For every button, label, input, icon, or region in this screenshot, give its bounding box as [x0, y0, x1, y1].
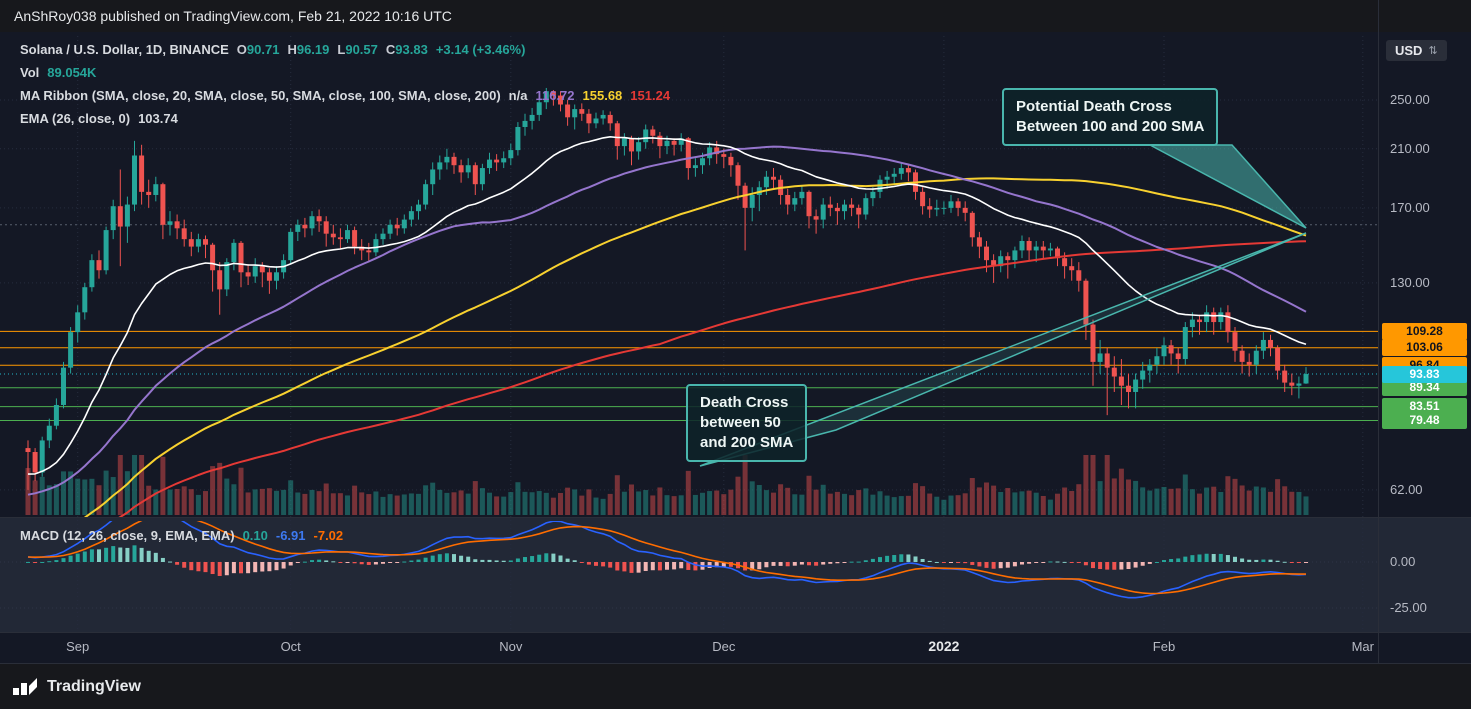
tradingview-logo-icon	[13, 677, 37, 695]
sma100-value: 155.68	[582, 88, 623, 103]
price-line-label: 83.51	[1382, 398, 1467, 416]
change-value: +3.14 (+3.46%)	[435, 42, 526, 57]
price-line-label: 89.34	[1382, 379, 1467, 397]
ema-value: 103.74	[138, 111, 178, 126]
ohlc-open: O90.71	[236, 42, 280, 57]
annotation-line: between 50	[700, 414, 781, 431]
publisher-text: AnShRoy038 published on TradingView.com,…	[14, 8, 452, 24]
annotation-line: Between 100 and 200 SMA	[1016, 118, 1205, 135]
time-axis-label: Sep	[66, 639, 90, 654]
price-axis-tick: 250.00	[1390, 92, 1430, 107]
sma50-value: 116.72	[535, 88, 575, 103]
price-axis[interactable]: USD ⇅ 250.00 210.00 170.00 130.00 62.00 0.00 -…	[1378, 0, 1471, 663]
ema-label[interactable]: EMA (26, close, 0)	[20, 111, 131, 126]
time-axis[interactable]: Sep Oct Nov Dec 2022 Feb Mar	[0, 632, 1378, 663]
macd-legend-row: MACD (12, 26, close, 9, EMA, EMA) 0.10 -…	[20, 528, 343, 543]
macd-signal-value: -7.02	[313, 528, 344, 543]
price-line-label: 79.48	[1382, 411, 1467, 429]
tradingview-logo[interactable]: TradingView	[12, 674, 141, 700]
footer-bar: TradingView	[0, 663, 1471, 709]
annotation-line: Potential Death Cross	[1016, 98, 1172, 115]
annotation-line: and 200 SMA	[700, 434, 794, 451]
sma200-value: 151.24	[630, 88, 671, 103]
price-axis-tick: 170.00	[1390, 199, 1430, 215]
price-line-label: 103.06	[1382, 339, 1467, 357]
publisher-bar: AnShRoy038 published on TradingView.com,…	[0, 0, 1471, 32]
ema-legend-row: EMA (26, close, 0) 103.74	[20, 107, 670, 130]
currency-label: USD	[1395, 43, 1423, 58]
time-axis-label: 2022	[928, 638, 960, 654]
macd-axis-tick: -25.00	[1390, 600, 1427, 615]
currency-toggle[interactable]: USD ⇅	[1386, 40, 1447, 61]
volume-legend-row: Vol 89.054K	[20, 61, 670, 84]
symbol-legend-row: Solana / U.S. Dollar, 1D, BINANCE O90.71…	[20, 38, 670, 61]
macd-line-value: -6.91	[275, 528, 306, 543]
tradingview-logo-text: TradingView	[47, 677, 141, 695]
macd-pane-background	[0, 517, 1471, 632]
volume-label[interactable]: Vol	[20, 65, 40, 80]
ohlc-low: L90.57	[337, 42, 378, 57]
ma-ribbon-legend-row: MA Ribbon (SMA, close, 20, SMA, close, 5…	[20, 84, 670, 107]
ohlc-high: H96.19	[287, 42, 330, 57]
macd-axis-tick: 0.00	[1390, 554, 1416, 569]
macd-hist-value: 0.10	[242, 528, 268, 543]
time-axis-label: Dec	[712, 639, 736, 654]
current-price-label: 93.83	[1382, 365, 1467, 383]
volume-value: 89.054K	[47, 65, 97, 80]
macd-label[interactable]: MACD (12, 26, close, 9, EMA, EMA)	[20, 528, 235, 543]
legend: Solana / U.S. Dollar, 1D, BINANCE O90.71…	[20, 38, 670, 130]
price-axis-tick: 130.00	[1390, 274, 1430, 290]
time-axis-strip	[0, 632, 1471, 663]
annotation-death-cross[interactable]: Death Cross between 50 and 200 SMA	[686, 384, 808, 462]
price-line-label: 109.28	[1382, 322, 1467, 340]
time-axis-label: Mar	[1351, 639, 1374, 654]
price-axis-tick: 210.00	[1390, 140, 1430, 156]
potential-death-cross-pointer[interactable]	[1149, 144, 1307, 229]
annotation-line: Death Cross	[700, 394, 789, 411]
annotation-potential-death-cross[interactable]: Potential Death Cross Between 100 and 20…	[1002, 88, 1219, 146]
price-axis-tick: 62.00	[1390, 481, 1423, 497]
scale-arrows-icon: ⇅	[1428, 45, 1438, 57]
sma20-value: n/a	[508, 88, 528, 103]
symbol-title[interactable]: Solana / U.S. Dollar, 1D, BINANCE	[20, 42, 229, 57]
time-axis-label: Feb	[1152, 639, 1176, 654]
time-axis-label: Nov	[499, 639, 523, 654]
time-axis-label: Oct	[280, 639, 301, 654]
ohlc-close: C93.83	[385, 42, 428, 57]
ma-ribbon-label[interactable]: MA Ribbon (SMA, close, 20, SMA, close, 5…	[20, 88, 501, 103]
